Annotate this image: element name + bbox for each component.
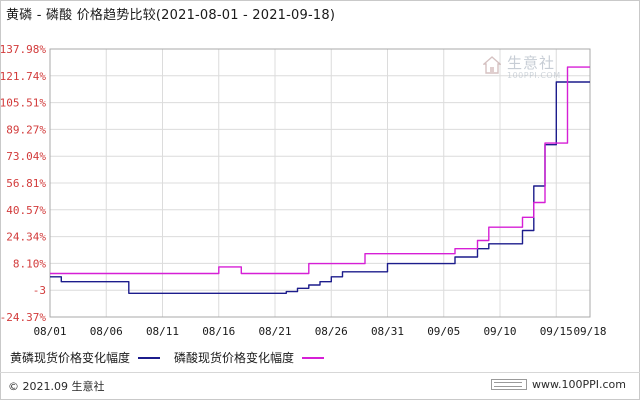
x-tick-label: 08/01 [33, 325, 66, 338]
x-tick-label: 08/06 [90, 325, 123, 338]
footer-divider [0, 372, 640, 373]
x-axis-ticks: 08/01 08/06 08/11 08/16 08/21 08/26 08/31 09/05… [33, 325, 606, 338]
legend-item-series-2: 磷酸现货价格变化幅度 [174, 349, 325, 366]
watermark-url: 100PPI.COM [507, 71, 561, 80]
x-tick-label: 09/10 [483, 325, 516, 338]
y-tick-label: 89.27% [6, 123, 46, 136]
watermark-name: 生意社 [507, 54, 556, 72]
legend-swatch-series-2 [302, 356, 325, 359]
x-tick-label: 09/18 [573, 325, 606, 338]
plot-border [49, 48, 591, 318]
y-tick-label: 137.98% [0, 43, 46, 56]
y-tick-label: 56.81% [6, 177, 46, 190]
x-tick-label: 09/15 [540, 325, 573, 338]
chart-area: 137.98% 121.74% 105.51% 89.27% 73.04% 56.81% 4… [0, 43, 607, 338]
y-tick-label: 121.74% [0, 70, 46, 83]
legend-swatch-series-1 [138, 356, 161, 359]
x-tick-label: 09/05 [427, 325, 460, 338]
y-tick-label: 40.57% [6, 204, 46, 217]
x-tick-label: 08/31 [371, 325, 404, 338]
house-icon [483, 56, 501, 74]
series-line-2 [50, 66, 590, 275]
series-line-1 [50, 81, 590, 294]
y-tick-label: 24.34% [6, 231, 46, 244]
chart-title: 黄磷 - 磷酸 价格趋势比较(2021-08-01 - 2021-09-18) [6, 8, 336, 23]
site-logo-icon [491, 379, 528, 390]
footer-copyright: © 2021.09 生意社 [8, 380, 105, 393]
y-axis-ticks: 137.98% 121.74% 105.51% 89.27% 73.04% 56.81% 4… [0, 43, 46, 324]
grid-layer [50, 49, 590, 317]
x-tick-label: 08/21 [258, 325, 291, 338]
x-tick-label: 08/16 [202, 325, 235, 338]
x-tick-label: 08/26 [315, 325, 348, 338]
y-tick-label: 105.51% [0, 97, 46, 110]
y-tick-label: 73.04% [6, 150, 46, 163]
footer-site[interactable]: www.100PPI.com [491, 378, 626, 391]
legend-item-series-1: 黄磷现货价格变化幅度 [10, 349, 161, 366]
y-tick-label: -24.37% [0, 311, 46, 324]
legend-label-series-2: 磷酸现货价格变化幅度 [174, 351, 295, 365]
footer: © 2021.09 生意社 www.100PPI.com [8, 378, 632, 394]
legend-label-series-1: 黄磷现货价格变化幅度 [10, 351, 131, 365]
footer-site-link[interactable]: www.100PPI.com [532, 378, 626, 391]
series-layer [50, 66, 590, 294]
x-tick-label: 08/11 [146, 325, 179, 338]
legend: 黄磷现货价格变化幅度 磷酸现货价格变化幅度 [10, 349, 338, 366]
y-tick-label: -3 [33, 284, 46, 297]
y-tick-label: 8.10% [13, 257, 46, 270]
